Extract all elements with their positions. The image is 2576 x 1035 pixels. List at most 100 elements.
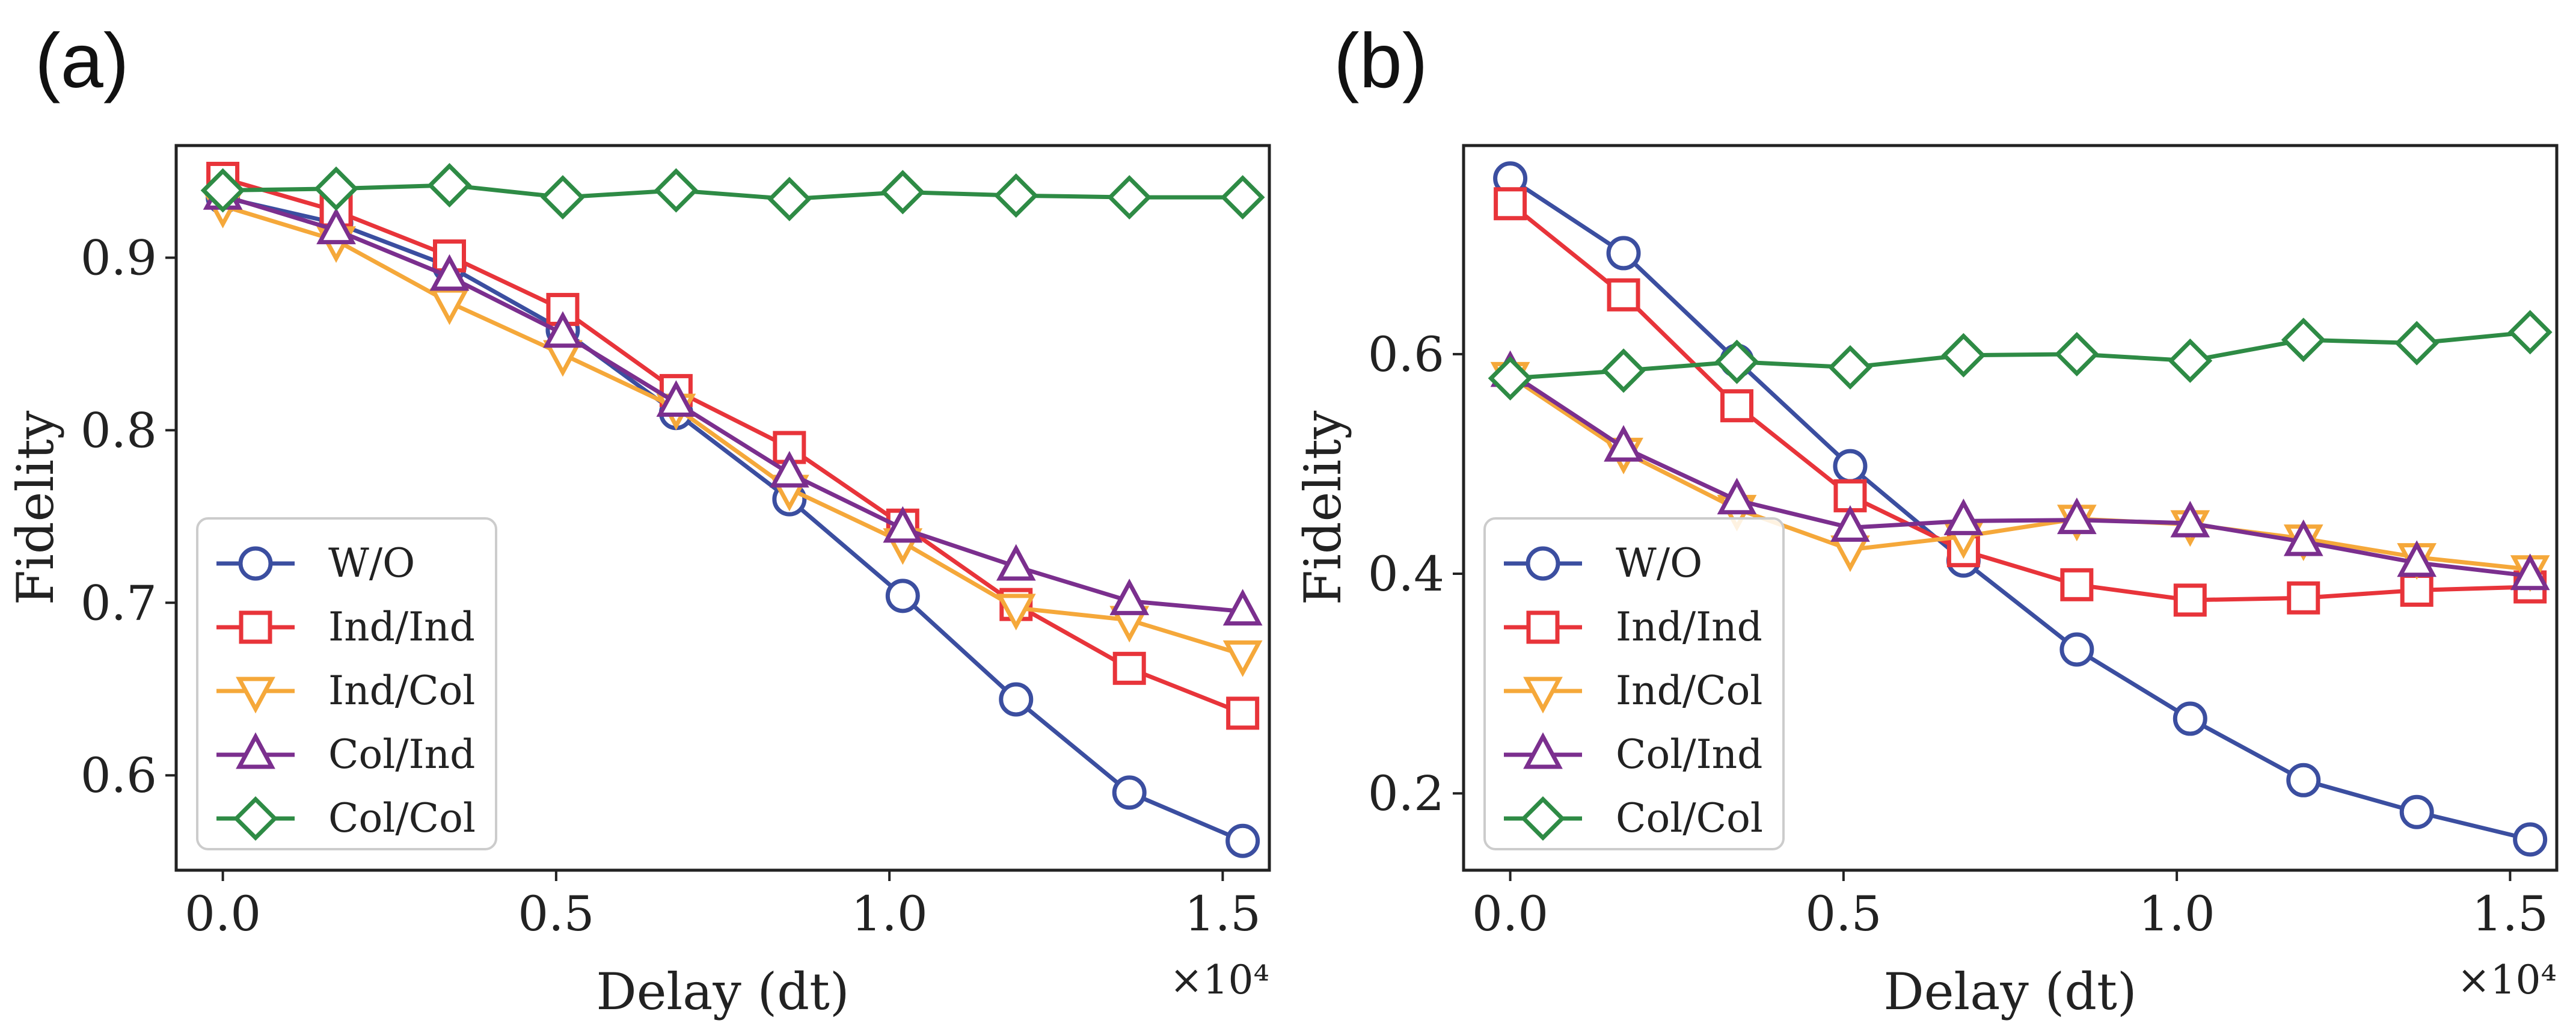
legend-label: W/O	[1616, 540, 1702, 586]
series-line-col-col	[222, 183, 1243, 201]
legend-label: Ind/Col	[1616, 668, 1762, 714]
legend-item-col-col: Col/Col	[1504, 795, 1763, 841]
data-point-ind-ind	[1494, 187, 1527, 221]
series-col-col	[200, 163, 1265, 221]
data-point-col-col	[2394, 321, 2440, 366]
data-point-col-col	[1828, 345, 1872, 390]
legend: W/O Ind/Ind Ind/Col Col/Ind Col/Col	[196, 517, 497, 850]
data-point-ind-col	[1830, 535, 1870, 573]
data-point-col-col	[541, 175, 585, 220]
data-point-col-ind	[883, 506, 923, 543]
data-point-ind-ind	[1720, 389, 1753, 423]
legend-item-ind-col: Ind/Col	[1504, 668, 1762, 714]
data-point-col-ind	[996, 544, 1036, 581]
panel-a-label: (a)	[35, 18, 129, 104]
data-point-col-ind	[1830, 505, 1870, 542]
legend-marker	[1526, 546, 1560, 581]
x-multiplier: ×10⁴	[1170, 957, 1269, 1003]
data-point-w-o	[2173, 701, 2207, 736]
x-tick-label: 0.0	[1472, 886, 1548, 942]
data-point-w-o	[2399, 794, 2434, 829]
y-tick-label: 0.7	[81, 575, 157, 631]
data-point-w-o	[1833, 449, 1868, 484]
legend-item-w-o: W/O	[1504, 540, 1702, 586]
data-point-col-col	[1220, 175, 1265, 220]
x-tick-label: 0.5	[1805, 886, 1881, 942]
series-col-ind	[1490, 350, 2550, 591]
legend-label: Ind/Col	[328, 668, 475, 714]
data-point-ind-ind	[1226, 696, 1260, 730]
x-multiplier: ×10⁴	[2457, 957, 2557, 1003]
y-tick-label: 0.6	[81, 748, 157, 803]
legend-item-w-o: W/O	[216, 540, 415, 586]
data-point-col-ind	[769, 450, 809, 488]
series-col-ind	[203, 173, 1263, 626]
data-point-col-col	[1107, 175, 1152, 220]
data-point-w-o	[885, 579, 920, 613]
data-point-w-o	[1606, 236, 1641, 271]
data-point-ind-ind	[2173, 583, 2207, 617]
data-point-col-col	[993, 173, 1038, 218]
data-point-col-ind	[2510, 553, 2550, 591]
legend-marker	[236, 677, 275, 714]
data-point-col-col	[880, 170, 925, 215]
series-col-col	[1488, 310, 2553, 401]
legend-label: Ind/Ind	[1616, 604, 1762, 650]
panel-a: (a) 0.0 0.5 1.0 1.5 0.6 0.7 0.8 0.9 Delay (dt) Fid…	[6, 18, 1271, 1021]
legend-marker	[1523, 677, 1563, 714]
plot-frame	[1462, 144, 2559, 872]
x-tick-label: 1.0	[851, 886, 928, 942]
series-line-ind-ind	[222, 176, 1244, 716]
data-point-col-col	[1601, 348, 1646, 393]
x-tick-label: 1.0	[2139, 886, 2215, 942]
data-point-w-o	[1112, 775, 1147, 810]
legend-marker	[233, 796, 278, 841]
data-point-col-col	[1941, 333, 1986, 378]
data-point-col-col	[427, 163, 472, 207]
data-point-col-ind	[316, 207, 356, 245]
x-tick-label: 1.5	[2472, 886, 2548, 942]
legend-marker	[236, 732, 275, 769]
legend-label: W/O	[328, 540, 415, 586]
data-point-col-col	[2507, 310, 2553, 355]
data-point-col-col	[1488, 356, 1533, 401]
plot-frame	[174, 144, 1271, 872]
x-tick-label: 1.5	[1185, 886, 1261, 942]
panel-b: (b) 0.0 0.5 1.0 1.5 0.2 0.4 0.6 Delay (dt) Fideli…	[1293, 18, 2559, 1021]
data-point-col-col	[2168, 338, 2213, 383]
legend-item-ind-ind: Ind/Ind	[216, 604, 475, 650]
legend-marker	[1526, 610, 1560, 644]
legend-marker	[238, 546, 273, 581]
data-point-ind-ind	[1607, 278, 1640, 312]
series-line-col-col	[1510, 330, 2530, 381]
data-point-col-ind	[1222, 589, 1263, 626]
legend-marker	[1521, 796, 1565, 841]
data-point-ind-ind	[2400, 573, 2433, 607]
legend-marker	[239, 610, 272, 644]
legend-label: Col/Col	[328, 795, 476, 841]
data-point-w-o	[1225, 823, 1260, 858]
data-point-col-col	[2054, 331, 2099, 376]
data-point-ind-ind	[2060, 568, 2094, 601]
data-point-w-o	[2286, 763, 2321, 797]
series-line-col-ind	[222, 193, 1243, 614]
legend-item-ind-ind: Ind/Ind	[1504, 604, 1762, 650]
legend-item-ind-col: Ind/Col	[216, 668, 475, 714]
data-point-w-o	[999, 682, 1034, 717]
legend-label: Col/Ind	[328, 731, 475, 778]
series-line-col-ind	[1509, 371, 2531, 579]
panel-b-label: (b)	[1334, 18, 1428, 104]
data-point-w-o	[2513, 822, 2548, 857]
data-point-w-o	[2059, 632, 2094, 667]
series-line-w-o	[222, 195, 1244, 843]
data-point-col-ind	[1604, 425, 1643, 462]
data-point-col-ind	[543, 311, 583, 348]
data-point-col-ind	[2056, 497, 2097, 535]
data-point-col-col	[1714, 339, 1759, 384]
x-tick-label: 0.0	[185, 886, 261, 942]
data-point-col-ind	[2283, 519, 2323, 556]
series-line-ind-col	[222, 204, 1244, 657]
y-tick-label: 0.8	[81, 402, 157, 458]
legend-item-col-ind: Col/Ind	[1504, 731, 1762, 778]
